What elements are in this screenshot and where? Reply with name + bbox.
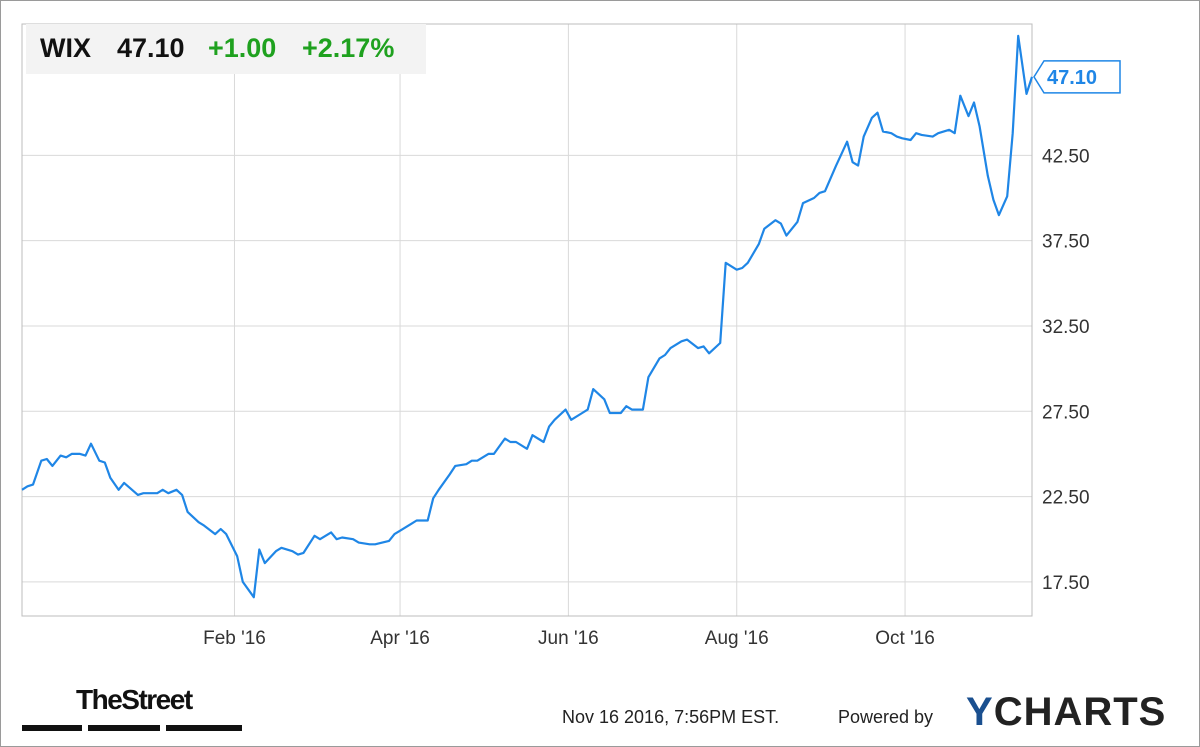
price-change: +1.00 [208, 33, 277, 63]
y-tick-label: 32.50 [1042, 317, 1090, 338]
last-price: 47.10 [117, 33, 185, 63]
ycharts-logo-y: Y [966, 690, 994, 734]
powered-by-label: Powered by [838, 707, 934, 727]
y-tick-label: 27.50 [1042, 402, 1090, 423]
x-tick-label: Oct '16 [875, 628, 935, 649]
x-tick-label: Apr '16 [370, 628, 430, 649]
x-tick-label: Aug '16 [705, 628, 769, 649]
ticker-symbol: WIX [40, 33, 91, 63]
x-tick-label: Jun '16 [538, 628, 599, 649]
thestreet-logo-bar [22, 725, 82, 731]
plot-border [21, 23, 1033, 617]
plot-area [22, 24, 1032, 616]
y-tick-label: 37.50 [1042, 232, 1090, 253]
price-tag-label: 47.10 [1047, 67, 1097, 89]
thestreet-logo-bar [166, 725, 242, 731]
y-tick-label: 22.50 [1042, 488, 1090, 509]
price-tag-box [1033, 60, 1121, 94]
quote-header [26, 24, 426, 74]
x-tick-label: Feb '16 [203, 628, 266, 649]
grid-layer [22, 24, 1032, 616]
axis-layer: 17.50 22.50 27.50 32.50 37.50 42.50 Feb '16 Apr… [203, 146, 1089, 649]
timestamp: Nov 16 2016, 7:56PM EST. [562, 707, 780, 727]
ycharts-logo[interactable]: YCHARTS [966, 690, 1166, 735]
price-change-percent: +2.17% [302, 33, 395, 63]
price-line [21, 34, 1034, 599]
y-tick-label: 17.50 [1042, 573, 1090, 594]
ycharts-logo-text: CHARTS [993, 690, 1167, 734]
thestreet-logo-bar [88, 725, 160, 731]
last-price-tag: 47.10 [1033, 60, 1121, 94]
thestreet-logo: TheStreet [76, 684, 193, 715]
y-tick-label: 42.50 [1042, 146, 1090, 167]
